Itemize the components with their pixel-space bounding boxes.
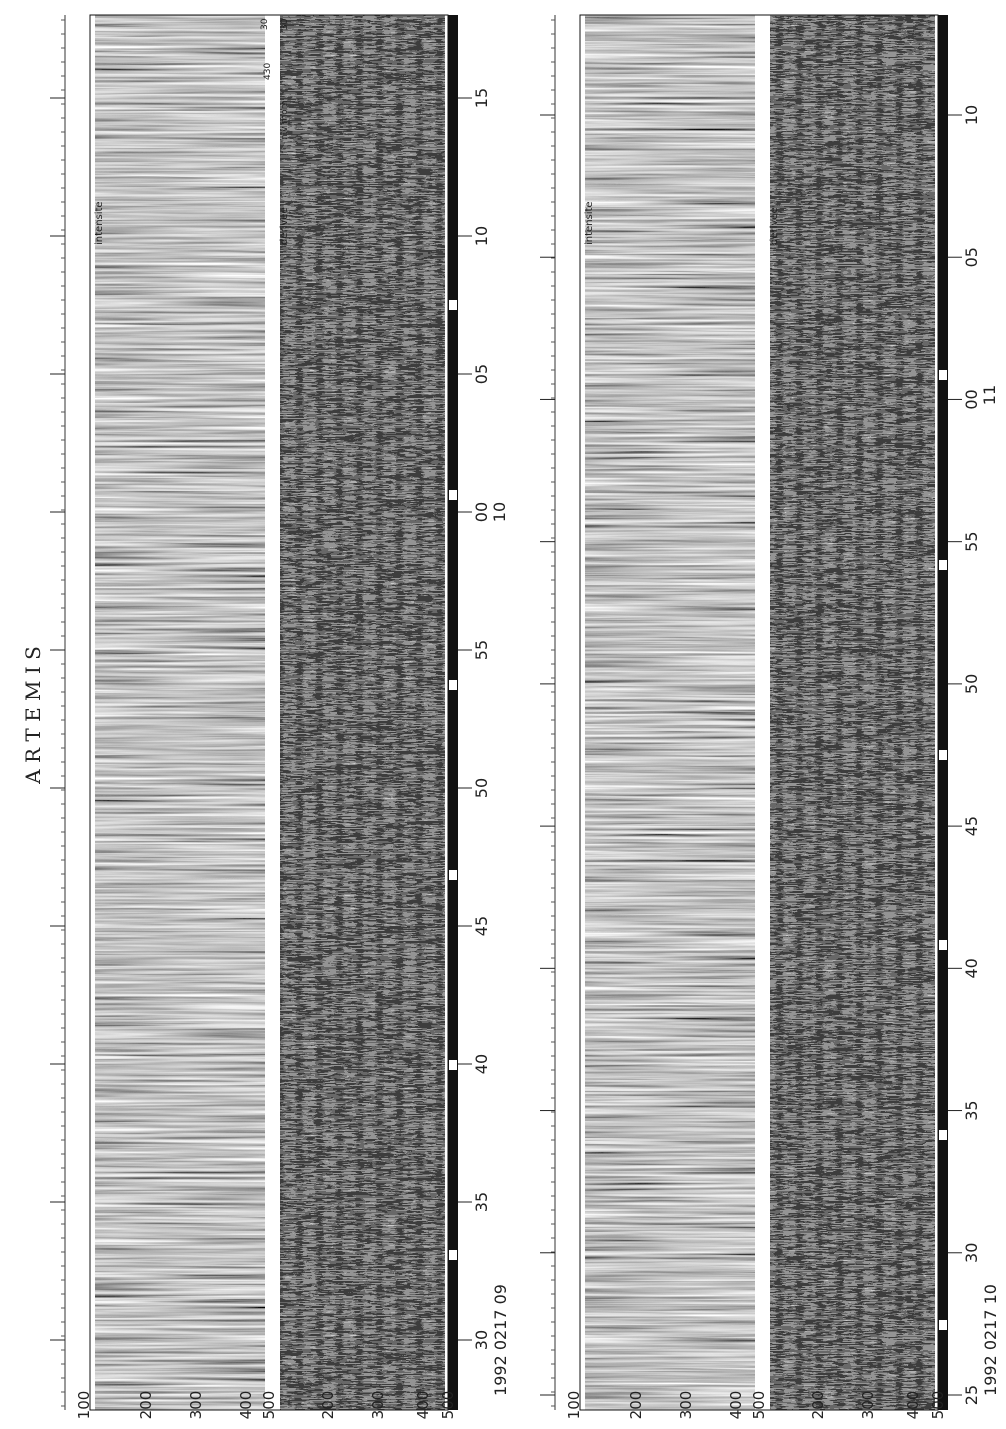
setting-label: niv mom bbox=[280, 101, 290, 140]
date-label: 1992 0217 09 bbox=[491, 1284, 510, 1396]
time-code-block bbox=[939, 750, 947, 760]
setting-label: 430 bbox=[263, 63, 273, 80]
freq-tick-label: 500 bbox=[260, 1391, 278, 1420]
time-tick-label: 50 bbox=[962, 674, 981, 694]
time-tick-label: 45 bbox=[472, 916, 491, 936]
freq-tick-label: 300 bbox=[187, 1391, 205, 1420]
freq-tick-label: 500 bbox=[750, 1391, 768, 1420]
freq-tick-label: 400 bbox=[237, 1391, 255, 1420]
time-tick-label: 55 bbox=[962, 531, 981, 551]
derivative-label: derivee bbox=[279, 207, 290, 245]
freq-tick-label: 200 bbox=[809, 1391, 827, 1420]
time-code-block bbox=[939, 940, 947, 950]
setting-label: 30 bbox=[260, 18, 270, 30]
date-label: 1992 0217 10 bbox=[981, 1284, 1000, 1396]
time-code-block bbox=[939, 560, 947, 570]
freq-tick-label: 200 bbox=[627, 1391, 645, 1420]
freq-tick-label: 400 bbox=[904, 1391, 922, 1420]
freq-tick-label: 500 bbox=[439, 1391, 457, 1420]
time-code-block bbox=[449, 870, 457, 880]
derivative-spectrogram bbox=[280, 15, 445, 1410]
time-tick-label: 50 bbox=[472, 778, 491, 798]
time-tick-label: 30 bbox=[962, 1243, 981, 1263]
freq-tick-label: 300 bbox=[859, 1391, 877, 1420]
derivative-label: derivee bbox=[769, 207, 780, 245]
hour-marker: 10 bbox=[490, 502, 509, 522]
time-tick-label: 10 bbox=[472, 226, 491, 246]
intensity-label: intensite bbox=[584, 201, 595, 245]
setting-label: 30 bbox=[280, 18, 290, 30]
time-code-strip bbox=[448, 15, 458, 1410]
time-tick-label: 00 bbox=[472, 502, 491, 522]
figure: A R T E M I S 30 35 40 45 50 55 00 05 10 15 100 200… bbox=[0, 0, 1006, 1429]
figure-title: A R T E M I S bbox=[21, 646, 45, 785]
time-code-block bbox=[449, 300, 457, 310]
freq-tick-label: 100 bbox=[565, 1391, 583, 1420]
time-tick-label: 55 bbox=[472, 640, 491, 660]
time-code-block bbox=[939, 1130, 947, 1140]
freq-tick-label: 200 bbox=[319, 1391, 337, 1420]
time-tick-label: 15 bbox=[472, 88, 491, 108]
hour-marker: 11 bbox=[980, 385, 999, 405]
freq-tick-label: 500 bbox=[929, 1391, 947, 1420]
intensity-label: intensite bbox=[94, 201, 105, 245]
time-tick-label: 10 bbox=[962, 105, 981, 125]
time-tick-label: 35 bbox=[472, 1192, 491, 1212]
time-tick-label: 45 bbox=[962, 816, 981, 836]
time-tick-label: 40 bbox=[962, 958, 981, 978]
derivative-spectrogram bbox=[770, 15, 935, 1410]
time-tick-label: 30 bbox=[472, 1330, 491, 1350]
freq-tick-label: 300 bbox=[369, 1391, 387, 1420]
time-code-block bbox=[939, 370, 947, 380]
time-tick-label: 05 bbox=[472, 364, 491, 384]
freq-tick-label: 100 bbox=[75, 1391, 93, 1420]
freq-tick-label: 400 bbox=[727, 1391, 745, 1420]
time-tick-label: 05 bbox=[962, 247, 981, 267]
time-code-block bbox=[449, 1060, 457, 1070]
time-code-block bbox=[449, 1250, 457, 1260]
time-code-block bbox=[449, 490, 457, 500]
time-tick-label: 25 bbox=[962, 1385, 981, 1405]
time-code-strip bbox=[938, 15, 948, 1410]
freq-tick-label: 400 bbox=[414, 1391, 432, 1420]
time-code-block bbox=[449, 680, 457, 690]
freq-tick-label: 300 bbox=[677, 1391, 695, 1420]
freq-tick-label: 200 bbox=[137, 1391, 155, 1420]
intensity-spectrogram bbox=[585, 15, 755, 1410]
time-tick-label: 00 bbox=[962, 389, 981, 409]
time-tick-label: 40 bbox=[472, 1054, 491, 1074]
time-code-block bbox=[939, 1320, 947, 1330]
time-tick-label: 35 bbox=[962, 1100, 981, 1120]
intensity-spectrogram bbox=[95, 15, 265, 1410]
